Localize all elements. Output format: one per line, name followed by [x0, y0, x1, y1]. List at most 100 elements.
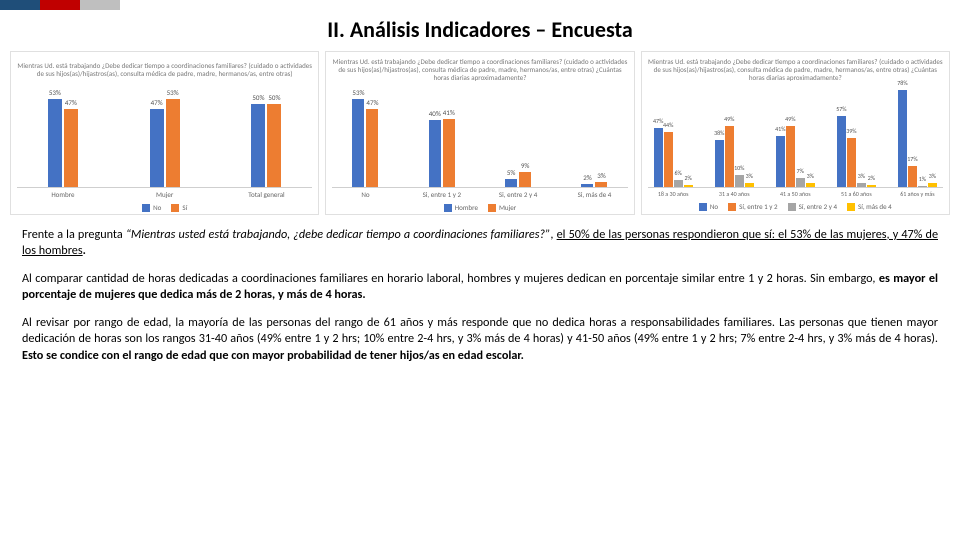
legend-swatch: [171, 204, 179, 212]
bar-label: 41%: [775, 125, 785, 133]
bar: 57%: [837, 116, 846, 187]
bar: 50%: [267, 104, 281, 187]
p3-intro: Al revisar por rango de edad, la mayoría…: [22, 315, 938, 346]
chart-2-plot: 53%47%40%41%5%9%2%3%: [332, 88, 627, 188]
bar: 50%: [251, 104, 265, 187]
paragraph-1: Frente a la pregunta “Mientras usted est…: [22, 227, 938, 260]
bar-label: 17%: [907, 155, 917, 163]
paragraph-2: Al comparar cantidad de horas dedicadas …: [22, 271, 938, 304]
bar-label: 53%: [352, 88, 364, 97]
bar: 3%: [745, 183, 754, 187]
bar-label: 3%: [929, 172, 936, 180]
legend-item: Mujer: [488, 203, 516, 212]
x-label: Mujer: [119, 190, 211, 199]
body-text: Frente a la pregunta “Mientras usted est…: [0, 221, 960, 364]
bar: 53%: [352, 99, 364, 187]
bar: 6%: [674, 180, 683, 188]
bar-label: 3%: [858, 172, 865, 180]
bar-group: 41%49%7%3%: [776, 126, 815, 187]
brand-stripe: [0, 0, 120, 10]
bar: 49%: [725, 126, 734, 187]
bar: 41%: [776, 136, 785, 187]
bar-label: 40%: [429, 109, 441, 118]
bar-label: 10%: [734, 164, 744, 172]
legend-label: Mujer: [499, 203, 516, 212]
bar-label: 9%: [521, 161, 530, 170]
bar-group: 2%3%: [581, 182, 607, 187]
bar-group: 5%9%: [505, 172, 531, 187]
page-title: II. Análisis Indicadores – Encuesta: [0, 16, 960, 43]
bar-label: 47%: [653, 117, 663, 125]
legend-item: Sí: [171, 203, 187, 212]
bar: 44%: [664, 132, 673, 187]
bar-group: 47%53%: [150, 99, 180, 187]
legend-label: No: [710, 202, 718, 211]
legend-label: Sí, entre 1 y 2: [739, 202, 777, 211]
bar-label: 49%: [785, 115, 795, 123]
chart-2-xlabels: NoSi, entre 1 y 2Si, entre 2 y 4Si, más …: [332, 190, 627, 199]
bar-label: 53%: [49, 88, 61, 97]
legend-label: Sí, más de 4: [858, 202, 892, 211]
x-label: 61 años y más: [892, 190, 943, 198]
p1-dot: .: [83, 243, 86, 258]
bar: 38%: [715, 140, 724, 188]
bar-label: 39%: [846, 127, 856, 135]
bar-label: 47%: [366, 98, 378, 107]
bar-group: 53%47%: [48, 99, 78, 187]
bar: 3%: [806, 183, 815, 187]
bar-label: 2%: [868, 174, 875, 182]
bar: 47%: [64, 109, 78, 187]
bar-label: 3%: [746, 172, 753, 180]
x-label: 31 a 40 años: [709, 190, 760, 198]
legend-label: Hombre: [455, 203, 478, 212]
bar-label: 3%: [597, 171, 606, 180]
bar: 5%: [505, 179, 517, 187]
chart-3-xlabels: 18 a 30 años31 a 40 años41 a 50 años51 a…: [648, 190, 943, 198]
bar-label: 2%: [583, 173, 592, 182]
bar-label: 44%: [663, 121, 673, 129]
bar: 53%: [166, 99, 180, 187]
chart-3: Mientras Ud. está trabajando ¿Debe dedic…: [641, 51, 950, 215]
x-label: Hombre: [17, 190, 109, 199]
legend-item: Sí, entre 2 y 4: [788, 202, 837, 211]
legend-item: No: [142, 203, 161, 212]
x-label: Total general: [221, 190, 313, 199]
bar-group: 50%50%: [251, 104, 281, 187]
bar: 3%: [857, 183, 866, 187]
bar: 9%: [519, 172, 531, 187]
bar: 17%: [908, 166, 917, 187]
legend-label: No: [153, 203, 161, 212]
chart-2: Mientras Ud. está trabajando ¿Debe dedic…: [325, 51, 634, 215]
legend-label: Sí: [182, 203, 187, 212]
charts-row: Mientras Ud. está trabajando ¿Debe dedic…: [0, 51, 960, 221]
x-label: 41 a 50 años: [770, 190, 821, 198]
bar-group: 40%41%: [429, 119, 455, 187]
legend-swatch: [788, 203, 796, 211]
x-label: 51 a 60 años: [831, 190, 882, 198]
bar: 7%: [796, 178, 805, 187]
p1-quote: “Mientras usted está trabajando, ¿debe d…: [126, 227, 551, 242]
bar-label: 38%: [714, 129, 724, 137]
legend-item: No: [699, 202, 718, 211]
bar: 3%: [595, 182, 607, 187]
bar: 78%: [898, 90, 907, 188]
chart-3-plot: 47%44%6%2%38%49%10%3%41%49%7%3%57%39%3%2…: [648, 88, 943, 188]
bar-label: 47%: [65, 98, 77, 107]
legend-label: Sí, entre 2 y 4: [799, 202, 837, 211]
bar: 47%: [150, 109, 164, 187]
legend-swatch: [699, 203, 707, 211]
bar-label: 53%: [167, 88, 179, 97]
legend-swatch: [444, 204, 452, 212]
bar-group: 57%39%3%2%: [837, 116, 876, 187]
bar-label: 5%: [507, 168, 516, 177]
chart-1-legend: No Sí: [17, 203, 312, 212]
bar: 2%: [867, 185, 876, 188]
bar: 3%: [928, 183, 937, 187]
legend-swatch: [847, 203, 855, 211]
bar-label: 78%: [897, 79, 907, 87]
x-label: Si, entre 1 y 2: [409, 190, 475, 199]
bar-label: 50%: [268, 93, 280, 102]
bar-group: 78%17%1%3%: [898, 90, 937, 188]
bar: 2%: [684, 185, 693, 188]
bar: 39%: [847, 138, 856, 187]
